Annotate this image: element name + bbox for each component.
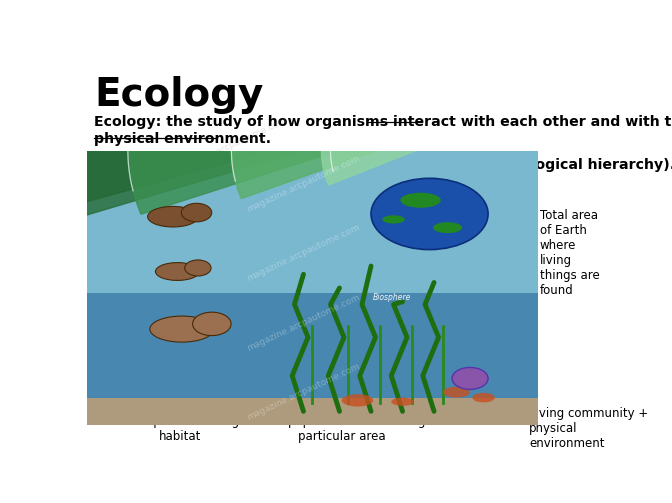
Polygon shape xyxy=(128,0,672,453)
Bar xyxy=(87,293,538,425)
Text: magazine.arcpautome.com: magazine.arcpautome.com xyxy=(245,362,362,423)
Ellipse shape xyxy=(382,215,405,223)
Text: Ecology: the study of how organisms interact with each other and with their: Ecology: the study of how organisms inte… xyxy=(94,115,672,129)
Text: magazine.arcpautome.com: magazine.arcpautome.com xyxy=(245,223,362,284)
Text: Total area
of Earth
where
living
things are
found: Total area of Earth where living things … xyxy=(540,209,599,297)
Ellipse shape xyxy=(148,206,198,227)
Ellipse shape xyxy=(150,316,214,342)
Text: magazine.arcpautome.com: magazine.arcpautome.com xyxy=(99,197,215,257)
Circle shape xyxy=(452,368,488,389)
Text: Same species sharing a
habitat: Same species sharing a habitat xyxy=(110,415,251,443)
Circle shape xyxy=(371,179,488,249)
Text: A single living
thing: A single living thing xyxy=(87,287,169,315)
Ellipse shape xyxy=(155,263,200,281)
Text: Ecology: Ecology xyxy=(94,76,264,114)
Ellipse shape xyxy=(472,393,495,402)
Text: Biosphere: Biosphere xyxy=(373,293,412,302)
Text: magazine.arcpautome.com: magazine.arcpautome.com xyxy=(172,115,288,176)
Ellipse shape xyxy=(443,387,470,397)
Text: magazine.arcpautome.com: magazine.arcpautome.com xyxy=(245,292,362,353)
Text: magazine.arcpautome.com: magazine.arcpautome.com xyxy=(276,270,392,330)
Text: magazine.arcpautome.com: magazine.arcpautome.com xyxy=(245,153,362,214)
Polygon shape xyxy=(15,0,672,453)
Bar xyxy=(87,397,538,425)
Polygon shape xyxy=(231,0,672,453)
Ellipse shape xyxy=(401,193,441,208)
Text: magazine.arcpautome.com: magazine.arcpautome.com xyxy=(328,185,444,245)
Text: Ecologists organize their study into several levels (ecological hierarchy).: Ecologists organize their study into sev… xyxy=(94,158,672,172)
Ellipse shape xyxy=(342,394,373,406)
Ellipse shape xyxy=(433,222,462,233)
Text: Living community +
physical
environment: Living community + physical environment xyxy=(530,407,648,450)
Polygon shape xyxy=(321,14,672,453)
Circle shape xyxy=(181,203,212,222)
Circle shape xyxy=(185,260,211,276)
Ellipse shape xyxy=(391,397,414,406)
Circle shape xyxy=(193,312,231,336)
Polygon shape xyxy=(0,0,672,453)
Text: physical environment.: physical environment. xyxy=(94,132,271,146)
Text: Different populations interacting in a
particular area: Different populations interacting in a p… xyxy=(233,415,452,443)
